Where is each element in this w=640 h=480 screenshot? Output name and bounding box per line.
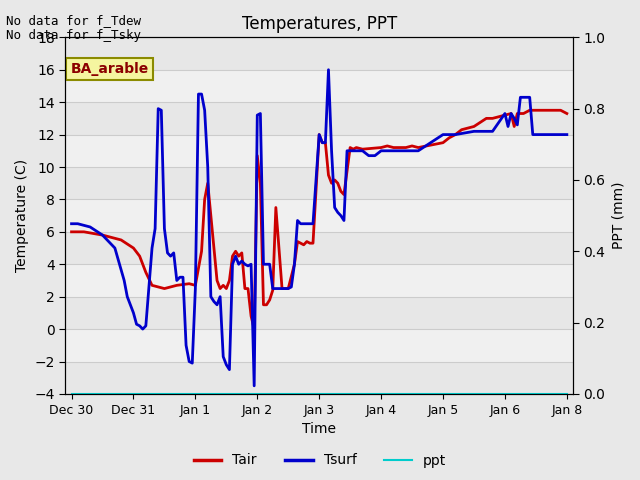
- Tair: [563, 110, 571, 116]
- Legend: Tair, Tsurf, ppt: Tair, Tsurf, ppt: [188, 448, 452, 473]
- X-axis label: Time: Time: [302, 422, 336, 436]
- Tsurf: [337, 213, 345, 218]
- Tsurf: [250, 383, 258, 389]
- Y-axis label: Temperature (C): Temperature (C): [15, 159, 29, 272]
- Y-axis label: PPT (mm): PPT (mm): [611, 182, 625, 250]
- Text: BA_arable: BA_arable: [70, 62, 148, 76]
- Tsurf: [316, 132, 323, 137]
- Text: No data for f_Tdew
No data for f_Tsky: No data for f_Tdew No data for f_Tsky: [6, 14, 141, 42]
- Tair: [223, 286, 230, 291]
- Line: Tair: Tair: [72, 110, 567, 329]
- Bar: [65, 297, 573, 329]
- Tair: [282, 286, 289, 291]
- Tsurf: [324, 67, 332, 72]
- Tair: [241, 286, 249, 291]
- Tsurf: [510, 116, 518, 121]
- Bar: [65, 232, 573, 264]
- Tair: [250, 326, 258, 332]
- Tsurf: [353, 148, 360, 154]
- Tair: [483, 116, 490, 121]
- Tsurf: [309, 221, 317, 227]
- Tair: [526, 108, 534, 113]
- Tair: [68, 229, 76, 235]
- Title: Temperatures, PPT: Temperatures, PPT: [241, 15, 397, 33]
- Tsurf: [563, 132, 571, 137]
- Tsurf: [99, 232, 106, 238]
- Tair: [204, 180, 212, 186]
- Bar: [65, 167, 573, 199]
- Bar: [65, 37, 573, 70]
- Tsurf: [68, 221, 76, 227]
- Bar: [65, 102, 573, 134]
- Bar: [65, 361, 573, 394]
- Tair: [306, 240, 314, 246]
- Line: Tsurf: Tsurf: [72, 70, 567, 386]
